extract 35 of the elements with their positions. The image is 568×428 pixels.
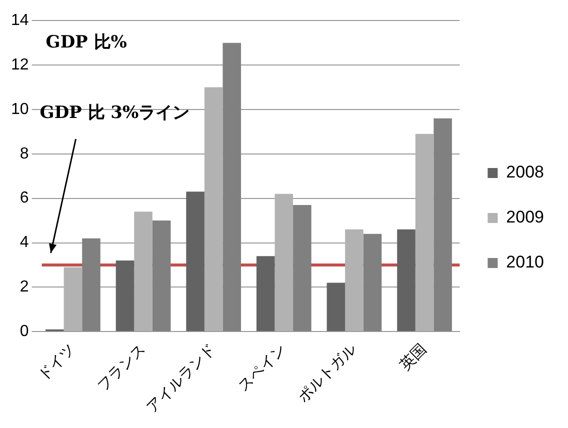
- x-tick-label: フランス: [94, 340, 149, 395]
- bar: [415, 134, 434, 332]
- y-tick-label: 4: [20, 234, 29, 252]
- annotation: GDP 比 3%ライン: [40, 102, 190, 123]
- y-tick-label: 8: [20, 145, 29, 162]
- bar: [116, 260, 134, 332]
- x-tick-label: スペイン: [234, 340, 290, 395]
- bar: [293, 205, 312, 332]
- bar: [82, 238, 100, 332]
- y-tick-label: 0: [20, 323, 29, 340]
- bar: [345, 229, 364, 332]
- bar: [134, 212, 152, 332]
- bar: [186, 192, 204, 332]
- bar: [64, 267, 82, 332]
- y-tick-label: 14: [11, 12, 29, 30]
- x-tick-label: ドイツ: [34, 340, 79, 384]
- bar: [326, 282, 346, 332]
- bar: [256, 256, 275, 332]
- bar: [204, 87, 223, 332]
- bar: [222, 42, 242, 332]
- bar: [152, 220, 171, 332]
- y-tick-label: 10: [11, 100, 29, 118]
- bar: [274, 194, 294, 332]
- x-tick-label: ポルトガル: [294, 340, 360, 406]
- legend-label: 2008: [506, 162, 544, 182]
- y-tick-label: 6: [20, 190, 29, 207]
- legend-label: 2010: [506, 252, 544, 272]
- y-tick-label: 2: [20, 278, 29, 296]
- bar: [397, 229, 416, 332]
- annotation: GDP 比%: [46, 32, 127, 53]
- bar: [363, 234, 382, 332]
- y-tick-label: 12: [11, 56, 29, 74]
- bar: [434, 118, 452, 332]
- x-tick-label: 英国: [396, 340, 430, 374]
- legend-label: 2009: [506, 208, 544, 227]
